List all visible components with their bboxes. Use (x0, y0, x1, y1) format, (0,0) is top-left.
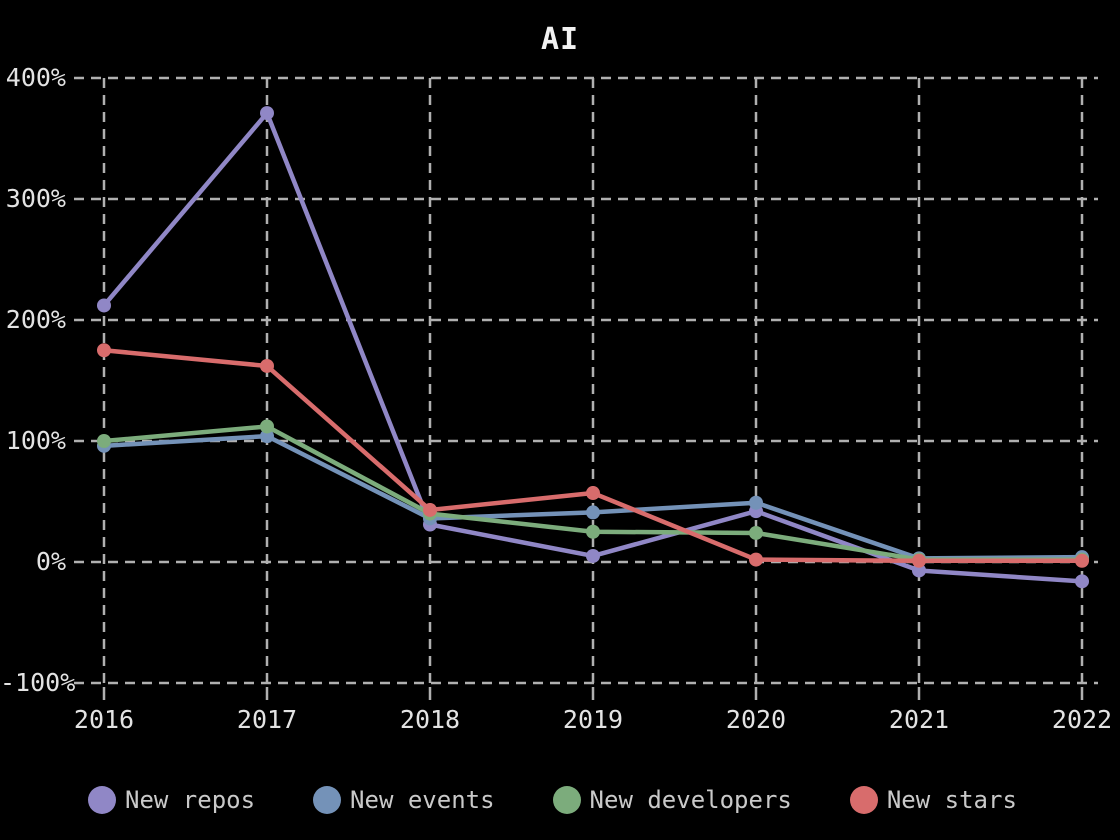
data-point-new-events (260, 429, 274, 444)
data-point-new-repos (586, 548, 600, 563)
data-point-new-repos (260, 106, 274, 121)
data-point-new-repos (1075, 574, 1089, 589)
x-axis-label: 2020 (725, 705, 787, 734)
x-axis-label: 2021 (888, 705, 950, 734)
x-axis-label: 2022 (1051, 705, 1113, 734)
legend-item-new-developers[interactable]: New developers (552, 786, 792, 814)
data-point-new-repos (97, 298, 111, 313)
data-point-new-stars (97, 343, 111, 358)
data-point-new-stars (260, 358, 274, 373)
data-point-new-developers (749, 525, 763, 540)
y-axis-label: 200% (5, 305, 66, 334)
data-point-new-developers (260, 419, 274, 434)
legend-item-new-events[interactable]: New events (313, 786, 495, 814)
legend-dot-icon (849, 786, 878, 814)
legend-dot-icon (313, 786, 342, 814)
legend-label: New events (350, 786, 495, 814)
legend-label: New stars (886, 786, 1017, 814)
legend-label: New developers (589, 786, 792, 814)
x-axis-label: 2016 (73, 705, 135, 734)
data-point-new-developers (97, 434, 111, 448)
y-axis-label: 400% (5, 63, 66, 92)
data-point-new-repos (912, 563, 926, 578)
data-point-new-stars (586, 486, 600, 501)
data-point-new-events (586, 505, 600, 520)
y-axis-label: 0% (35, 547, 66, 576)
legend-dot-icon (552, 786, 581, 814)
data-point-new-events (749, 495, 763, 510)
x-axis-label: 2017 (236, 705, 298, 734)
legend-dot-icon (88, 786, 116, 814)
data-point-new-stars (749, 552, 763, 567)
data-point-new-stars (423, 502, 437, 517)
y-axis-label: -100% (0, 668, 76, 697)
data-point-new-stars (912, 553, 926, 568)
data-point-new-stars (1075, 553, 1089, 568)
x-axis-label: 2018 (399, 705, 461, 734)
legend: New repos New events New developers New sta… (88, 786, 1017, 814)
chart-title: AI (540, 22, 580, 57)
x-axis-label: 2019 (562, 705, 624, 734)
y-axis-label: 300% (5, 184, 66, 213)
data-point-new-developers (586, 524, 600, 539)
y-axis-label: 100% (5, 426, 66, 455)
legend-item-new-repos[interactable]: New repos (88, 786, 255, 814)
legend-item-new-stars[interactable]: New stars (849, 786, 1017, 814)
legend-label: New repos (125, 786, 256, 814)
